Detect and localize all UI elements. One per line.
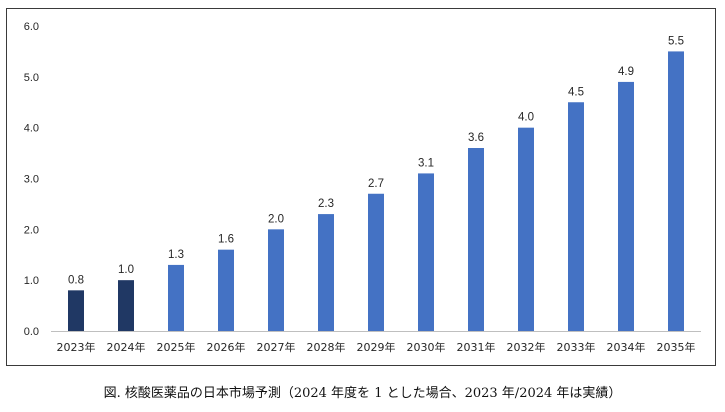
x-tick-label: 2032年 [507, 340, 546, 354]
bar-value-label: 4.9 [618, 66, 634, 78]
y-axis: 0.0 1.0 2.0 3.0 4.0 5.0 6.0 [24, 21, 39, 338]
x-tick-label: 2026年 [207, 340, 246, 354]
bar-value-label: 2.3 [318, 198, 334, 210]
bar-2029年 [368, 193, 384, 331]
x-axis: 2023年 2024年 2025年 2026年 2027年 2028年 2029年 2030年… [51, 331, 701, 354]
bar-2028年 [318, 214, 334, 331]
y-tick-label: 6.0 [24, 21, 39, 33]
y-tick-label: 1.0 [24, 275, 39, 287]
x-tick-label: 2028年 [307, 340, 346, 354]
x-tick-label: 2033年 [557, 340, 596, 354]
bar-value-label: 1.6 [218, 234, 234, 246]
bar-value-label: 4.0 [518, 112, 534, 124]
x-tick-label: 2024年 [107, 340, 146, 354]
bar-2026年 [218, 249, 234, 331]
x-tick-label: 2029年 [357, 340, 396, 354]
x-tick-label: 2035年 [657, 340, 696, 354]
bar-value-label: 1.0 [118, 264, 134, 276]
bars [68, 51, 684, 332]
y-tick-label: 0.0 [24, 326, 39, 338]
x-tick-label: 2030年 [407, 340, 446, 354]
x-tick-label: 2034年 [607, 340, 646, 354]
x-tick-label: 2027年 [257, 340, 296, 354]
y-tick-label: 3.0 [24, 174, 39, 186]
bar-2027年 [268, 229, 284, 331]
bar-2031年 [468, 148, 484, 331]
bar-value-label: 1.3 [168, 249, 184, 261]
bar-value-label: 2.0 [268, 213, 284, 225]
y-tick-label: 4.0 [24, 123, 39, 135]
y-tick-label: 2.0 [24, 224, 39, 236]
bar-value-label: 3.1 [418, 157, 434, 169]
bar-2023年 [68, 290, 84, 331]
bar-2030年 [418, 173, 434, 331]
bar-2034年 [618, 81, 634, 332]
figure-caption: 図. 核酸医薬品の日本市場予測（2024 年度を 1 とした場合、2023 年/… [103, 386, 622, 401]
x-tick-label: 2031年 [457, 340, 496, 354]
bar-chart: 0.0 1.0 2.0 3.0 4.0 5.0 6.0 0.8 1.0 1.3 1.6 2.0 2.3… [24, 21, 701, 354]
bar-value-label: 3.6 [468, 132, 484, 144]
bar-2033年 [568, 102, 584, 331]
y-tick-label: 5.0 [24, 72, 39, 84]
bar-value-label: 5.5 [668, 35, 684, 47]
x-tick-label: 2025年 [157, 340, 196, 354]
bar-2032年 [518, 127, 534, 332]
bar-value-label: 0.8 [68, 274, 84, 286]
bar-2035年 [668, 51, 684, 332]
bar-value-label: 4.5 [568, 86, 584, 98]
x-tick-label: 2023年 [57, 340, 96, 354]
bar-2025年 [168, 264, 184, 331]
bar-value-label: 2.7 [368, 178, 384, 190]
data-labels: 0.8 1.0 1.3 1.6 2.0 2.3 2.7 3.1 3.6 4.0 4.5 4.9 5.5 [68, 35, 684, 286]
chart-frame: 0.0 1.0 2.0 3.0 4.0 5.0 6.0 0.8 1.0 1.3 1.6 2.0 2.3… [6, 8, 716, 366]
bar-2024年 [118, 280, 134, 331]
